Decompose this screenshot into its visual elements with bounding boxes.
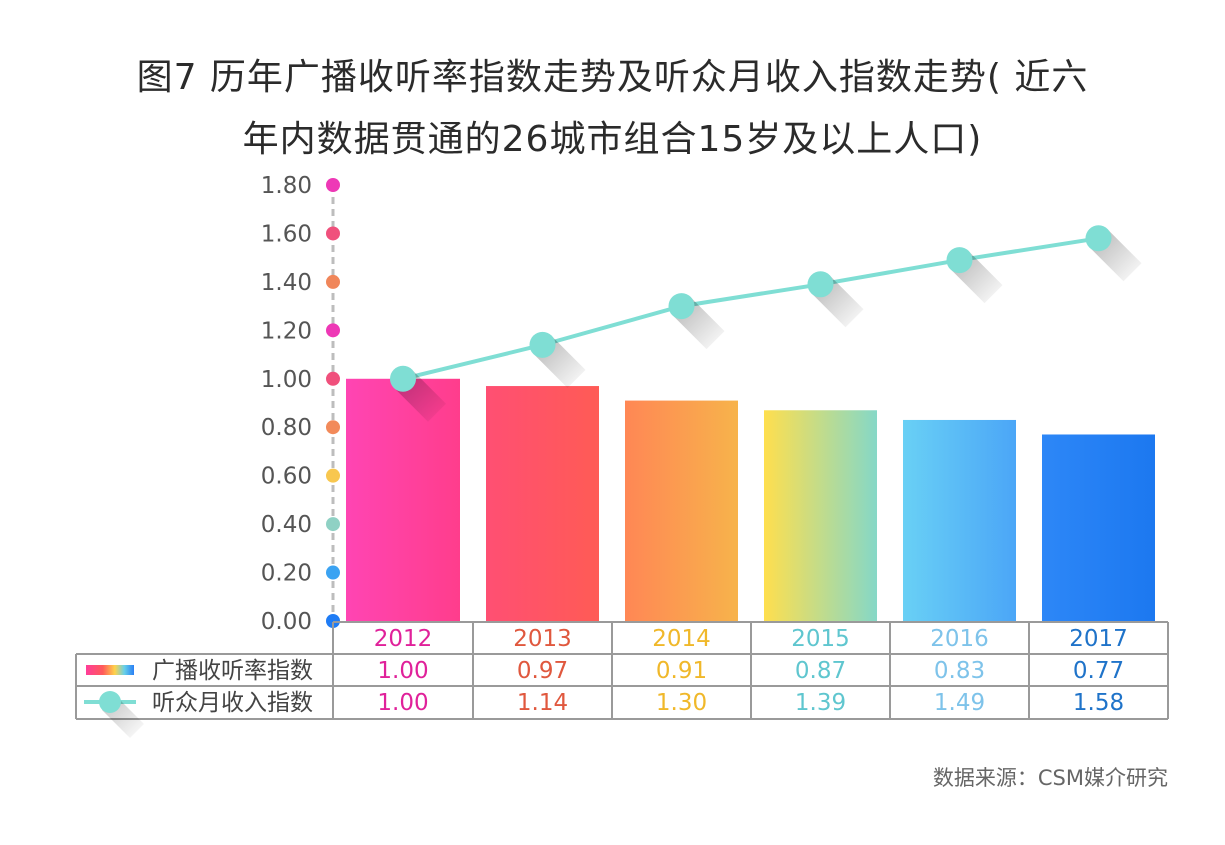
x-tick-label-2015: 2015: [791, 626, 850, 652]
bar-2015: [764, 410, 877, 621]
y-tick-dot: [326, 517, 340, 532]
x-tick-label-2013: 2013: [513, 626, 572, 652]
y-tick-dot: [326, 420, 340, 435]
income-point-2016: [946, 247, 973, 274]
chart-title-line-1: 图7 历年广播收听率指数走势及听众月收入指数走势( 近六: [136, 57, 1089, 98]
bar-2012: [346, 378, 460, 621]
bar-2016: [903, 419, 1016, 621]
y-tick-label: 0.00: [261, 609, 312, 635]
y-tick-label: 0.60: [261, 464, 312, 490]
legend-label-bar-series: 广播收听率指数: [152, 658, 313, 684]
x-tick-label-2012: 2012: [374, 626, 433, 652]
x-tick-label-2016: 2016: [930, 626, 989, 652]
legend-line-marker: [99, 691, 121, 713]
y-tick-label: 1.40: [261, 270, 312, 296]
line-value-label-2017: 1.58: [1073, 690, 1124, 716]
x-tick-label-2017: 2017: [1069, 626, 1128, 652]
line-value-label-2015: 1.39: [795, 690, 846, 716]
income-point-2014: [668, 293, 695, 320]
y-tick-dot: [326, 226, 340, 241]
source-note: 数据来源：CSM媒介研究: [932, 766, 1168, 790]
y-tick-dot: [326, 468, 340, 483]
y-tick-dot: [326, 565, 340, 580]
y-tick-label: 1.80: [261, 173, 312, 199]
bar-2017: [1042, 434, 1155, 621]
bar-2013: [486, 386, 599, 621]
y-tick-label: 1.20: [261, 318, 312, 344]
income-point-2015: [807, 271, 834, 298]
income-point-2017: [1085, 225, 1112, 252]
line-value-label-2016: 1.49: [934, 690, 985, 716]
income-point-2013: [529, 331, 556, 358]
x-tick-label-2014: 2014: [652, 626, 711, 652]
bar-value-label-2012: 1.00: [377, 658, 428, 684]
income-index-line: [402, 236, 1099, 381]
legend-bar-swatch: [86, 665, 134, 675]
bar-value-label-2015: 0.87: [795, 658, 846, 684]
y-tick-label: 1.60: [261, 221, 312, 247]
bar-value-label-2013: 0.97: [517, 658, 568, 684]
y-tick-dot: [326, 274, 340, 289]
chart-title-line-2: 年内数据贯通的26城市组合15岁及以上人口): [242, 119, 983, 160]
bar-value-label-2014: 0.91: [656, 658, 707, 684]
line-value-label-2012: 1.00: [377, 690, 428, 716]
bar-value-label-2016: 0.83: [934, 658, 985, 684]
income-point-2012: [390, 365, 416, 392]
line-value-label-2014: 1.30: [656, 690, 707, 716]
line-value-label-2013: 1.14: [517, 690, 568, 716]
y-tick-label: 0.80: [261, 415, 312, 441]
y-tick-dot: [326, 323, 340, 338]
legend-label-line-series: 听众月收入指数: [152, 690, 313, 716]
y-tick-label: 1.00: [261, 367, 312, 393]
y-tick-dot: [326, 178, 340, 192]
bar-value-label-2017: 0.77: [1073, 658, 1124, 684]
y-tick-label: 0.20: [261, 561, 312, 587]
y-tick-dot: [326, 371, 340, 386]
y-tick-label: 0.40: [261, 512, 312, 538]
bar-2014: [625, 400, 738, 621]
